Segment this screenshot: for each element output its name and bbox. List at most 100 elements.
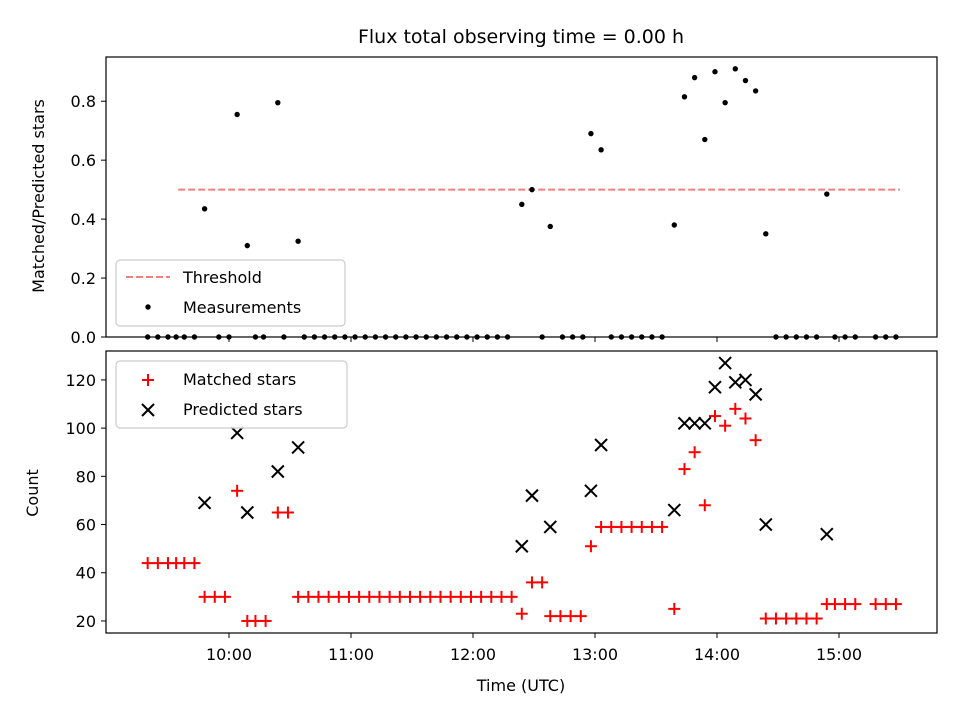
ratio-panel: Flux total observing time = 0.00 h Match… xyxy=(29,26,938,347)
matched-star-point xyxy=(495,590,508,603)
predicted-star-point xyxy=(728,375,743,390)
top-y-axis-label: Matched/Predicted stars xyxy=(29,99,48,293)
x-axis-label: Time (UTC) xyxy=(476,676,565,695)
count-panel: Count Time (UTC) 20 40 60 80 100 120 10:00 11:… xyxy=(23,350,938,695)
predicted-star-point xyxy=(820,527,834,541)
bottom-x-tick-label: 13:00 xyxy=(572,645,618,664)
predicted-star-point xyxy=(594,438,608,452)
matched-star-point xyxy=(678,463,691,476)
matched-star-point xyxy=(574,610,587,623)
top-axes-frame xyxy=(105,56,938,338)
matched-star-point xyxy=(790,612,803,625)
matched-star-point xyxy=(414,590,427,603)
matched-star-point xyxy=(198,590,211,603)
measurements-legend-marker xyxy=(145,304,151,310)
measurement-point xyxy=(529,186,535,193)
matched-star-point xyxy=(434,590,447,603)
matched-star-point xyxy=(485,590,498,603)
bottom-x-tick-label: 15:00 xyxy=(816,645,862,664)
predicted-star-point xyxy=(718,356,732,370)
matched-star-point xyxy=(363,590,376,603)
bottom-plot-area xyxy=(141,356,902,627)
matched-star-point xyxy=(536,576,549,589)
bottom-axes-frame xyxy=(105,350,938,634)
bottom-x-tick-label: 14:00 xyxy=(694,645,740,664)
measurement-point xyxy=(519,201,525,208)
matched-star-point xyxy=(373,590,386,603)
predicted-star-point xyxy=(759,517,773,532)
predicted-star-point xyxy=(687,416,702,431)
matched-star-point xyxy=(403,590,416,603)
matched-star-point xyxy=(525,576,538,589)
predicted-star-point xyxy=(525,488,539,503)
matched-star-point xyxy=(769,612,782,625)
matched-legend-marker xyxy=(142,374,154,386)
matched-star-point xyxy=(515,607,528,620)
matched-star-point xyxy=(688,446,701,459)
matched-star-point xyxy=(475,590,488,603)
matched-star-point xyxy=(879,598,892,611)
matched-star-point xyxy=(645,520,658,533)
predicted-legend-marker xyxy=(141,403,155,417)
threshold-legend-label: Threshold xyxy=(182,268,262,287)
bottom-y-tick-label: 40 xyxy=(76,564,96,583)
matched-star-point xyxy=(444,590,457,603)
matched-star-point xyxy=(302,590,315,603)
matched-star-point xyxy=(554,610,567,623)
measurement-point xyxy=(722,99,728,106)
matched-star-point xyxy=(424,590,437,603)
top-x-ticks xyxy=(228,337,840,342)
bottom-y-tick-label: 60 xyxy=(76,516,96,535)
predicted-star-point xyxy=(708,380,722,394)
matched-star-point xyxy=(281,506,294,519)
measurement-point xyxy=(763,231,769,237)
bottom-y-tick-label: 100 xyxy=(65,419,96,438)
matched-star-point xyxy=(800,612,813,625)
matched-star-point xyxy=(218,590,231,603)
matched-star-point xyxy=(544,610,557,623)
matched-star-point xyxy=(151,557,164,570)
matched-star-point xyxy=(564,610,577,623)
measurement-point xyxy=(742,77,749,84)
matched-star-point xyxy=(869,598,882,611)
bottom-y-tick-label: 120 xyxy=(65,371,96,390)
matched-legend-label: Matched stars xyxy=(183,370,296,389)
matched-star-point xyxy=(505,590,518,603)
matched-star-point xyxy=(464,590,477,603)
measurement-point xyxy=(588,130,594,137)
predicted-star-point xyxy=(515,539,529,553)
matched-star-point xyxy=(141,557,154,570)
matched-star-point xyxy=(839,598,852,611)
predicted-star-point xyxy=(738,373,753,387)
bottom-y-axis-label: Count xyxy=(23,469,42,517)
predicted-star-point xyxy=(748,387,763,402)
matched-star-point xyxy=(322,590,335,603)
bottom-x-ticks: 10:00 11:00 12:00 13:00 14:00 15:00 xyxy=(206,633,862,664)
matched-star-point xyxy=(393,590,406,603)
matched-star-point xyxy=(759,612,772,625)
predicted-star-point xyxy=(677,416,692,431)
predicted-legend-label: Predicted stars xyxy=(183,400,303,419)
matched-star-point xyxy=(780,612,793,625)
predicted-star-point xyxy=(543,520,557,534)
predicted-star-point xyxy=(667,503,682,517)
matched-star-point xyxy=(849,598,862,611)
measurement-point xyxy=(702,136,708,143)
measurement-point xyxy=(547,223,553,230)
measurement-point xyxy=(671,222,677,228)
measurement-point xyxy=(201,206,208,212)
matched-star-point xyxy=(749,434,762,447)
measurement-point xyxy=(598,147,604,153)
predicted-star-point xyxy=(271,464,285,479)
matched-star-point xyxy=(249,614,262,627)
bottom-legend-box xyxy=(115,360,348,429)
bottom-x-tick-label: 10:00 xyxy=(206,645,252,664)
top-y-tick-label: 0.0 xyxy=(71,328,96,347)
top-y-tick-label: 0.2 xyxy=(71,269,96,288)
top-y-tick-label: 0.6 xyxy=(71,151,96,170)
matched-star-point xyxy=(889,598,902,611)
predicted-star-point xyxy=(698,416,712,431)
matched-star-point xyxy=(635,520,648,533)
matched-star-point xyxy=(708,410,721,423)
measurement-point xyxy=(681,94,688,100)
